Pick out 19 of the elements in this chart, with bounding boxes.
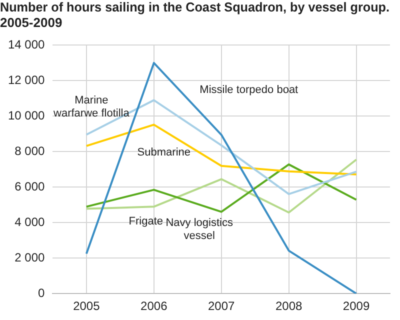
y-tick-label: 2 000 xyxy=(14,250,46,264)
chart-title: Number of hours sailing in the Coast Squadron, by vessel group. 2005-2009 xyxy=(0,0,390,30)
series-label: Frigate xyxy=(128,216,164,228)
y-tick-label: 4 000 xyxy=(14,214,46,229)
x-tick-label: 2009 xyxy=(342,299,370,314)
y-tick-label: 8 000 xyxy=(14,144,46,158)
y-tick-label: 0 xyxy=(38,286,46,300)
y-tick-label: 10 000 xyxy=(8,108,46,122)
x-tick-label: 2008 xyxy=(275,299,302,314)
y-tick-label: 6 000 xyxy=(14,179,46,194)
x-tick-label: 2007 xyxy=(208,299,236,314)
y-tick-label: 14 000 xyxy=(8,38,46,52)
series-label: Missile torpedo boat xyxy=(200,84,298,96)
x-tick-label: 2006 xyxy=(140,299,168,314)
series-label: Submarine xyxy=(137,146,190,159)
y-tick-label: 12 000 xyxy=(8,73,46,87)
series-label: Navy logistics vessel xyxy=(166,216,234,242)
x-tick-label: 2005 xyxy=(73,299,100,314)
series-label: Marine warfarwe flotilla xyxy=(52,94,130,120)
